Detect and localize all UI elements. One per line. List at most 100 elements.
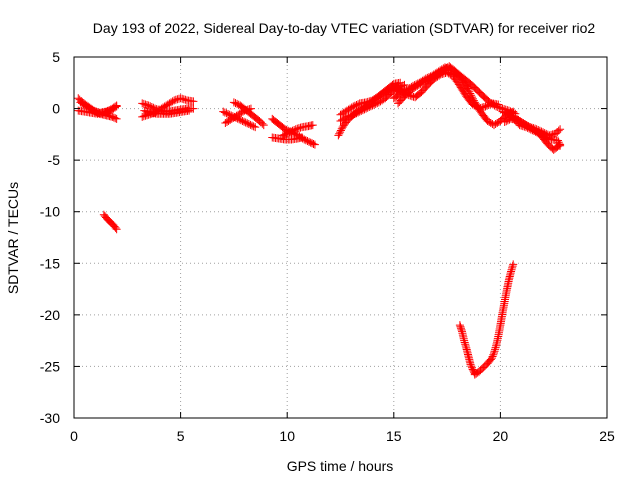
data-point-marker <box>82 102 91 111</box>
data-series-seg9b <box>470 260 518 379</box>
data-point-marker <box>248 121 257 130</box>
data-point-marker <box>460 338 469 347</box>
data-point-marker <box>300 135 309 144</box>
data-point-marker <box>365 103 374 112</box>
data-point-marker <box>525 124 534 133</box>
data-point-marker <box>387 88 396 97</box>
data-point-marker <box>229 98 238 107</box>
data-point-marker <box>160 102 169 111</box>
data-point-marker <box>446 70 455 79</box>
data-point-marker <box>461 342 470 351</box>
data-point-marker <box>221 119 230 128</box>
data-point-marker <box>234 110 243 119</box>
data-point-marker <box>141 111 150 120</box>
data-point-marker <box>224 116 233 125</box>
data-point-marker <box>219 107 228 116</box>
data-point-marker <box>537 131 546 140</box>
data-point-marker <box>484 100 493 109</box>
data-point-marker <box>533 128 542 137</box>
data-point-marker <box>181 95 190 104</box>
data-point-marker <box>461 340 470 349</box>
data-point-marker <box>92 107 101 116</box>
data-point-marker <box>354 108 363 117</box>
data-point-marker <box>111 114 120 123</box>
data-point-marker <box>290 125 299 134</box>
data-point-marker <box>479 103 488 112</box>
data-point-marker <box>406 86 415 95</box>
data-point-marker <box>79 100 88 109</box>
data-point-marker <box>227 114 236 123</box>
data-point-marker <box>395 86 404 95</box>
data-point-marker <box>246 120 255 129</box>
data-point-marker <box>366 102 375 111</box>
data-point-marker <box>355 107 364 116</box>
data-point-marker <box>303 137 312 146</box>
data-point-marker <box>491 343 500 352</box>
data-point-marker <box>490 121 499 130</box>
data-point-marker <box>146 102 155 111</box>
data-point-marker <box>503 109 512 118</box>
data-point-marker <box>185 106 194 115</box>
data-point-marker <box>259 121 268 130</box>
data-point-marker <box>335 129 344 138</box>
data-point-marker <box>503 116 512 125</box>
data-point-marker <box>536 130 545 139</box>
data-point-marker <box>401 89 410 98</box>
x-tick-label: 5 <box>177 428 185 444</box>
data-point-marker <box>90 107 99 116</box>
data-point-marker <box>391 83 400 92</box>
data-point-marker <box>436 70 445 79</box>
data-point-marker <box>406 91 415 100</box>
y-axis-ticks: 5 0 -5 -10 -15 -20 -25 -30 <box>40 49 607 426</box>
data-point-marker <box>444 69 453 78</box>
data-point-marker <box>403 90 412 99</box>
data-series-seg8c <box>509 113 565 150</box>
data-point-marker <box>336 116 345 125</box>
data-point-marker <box>544 134 553 143</box>
data-point-marker <box>179 95 188 104</box>
data-point-marker <box>296 123 305 132</box>
data-point-marker <box>515 121 524 130</box>
data-point-marker <box>548 130 557 139</box>
data-point-marker <box>411 82 420 91</box>
data-point-marker <box>466 360 475 369</box>
data-point-marker <box>337 124 346 133</box>
data-point-marker <box>236 116 245 125</box>
data-point-marker <box>140 106 149 115</box>
data-point-marker <box>291 125 300 134</box>
data-point-marker <box>529 127 538 136</box>
x-tick-label: 10 <box>279 428 295 444</box>
data-series-seg7c <box>391 68 503 113</box>
data-point-marker <box>238 116 247 125</box>
data-point-marker <box>408 84 417 93</box>
data-point-marker <box>105 106 114 115</box>
data-point-marker <box>488 352 497 361</box>
data-point-marker <box>342 112 351 121</box>
data-point-marker <box>357 106 366 115</box>
data-point-marker <box>471 102 480 111</box>
data-point-marker <box>360 105 369 114</box>
data-point-marker <box>443 68 452 77</box>
data-point-marker <box>171 95 180 104</box>
data-point-marker <box>189 104 198 113</box>
data-point-marker <box>404 91 413 100</box>
data-point-marker <box>84 103 93 112</box>
data-point-marker <box>231 99 240 108</box>
data-point-marker <box>430 74 439 83</box>
data-point-marker <box>139 99 148 108</box>
data-point-marker <box>478 103 487 112</box>
data-point-marker <box>346 104 355 113</box>
data-point-marker <box>498 107 507 116</box>
data-point-marker <box>483 116 492 125</box>
data-series-seg3c <box>140 106 194 118</box>
x-tick-label: 0 <box>70 428 78 444</box>
data-point-marker <box>226 115 235 124</box>
data-point-marker <box>167 98 176 107</box>
data-point-marker <box>489 350 498 359</box>
data-point-marker <box>112 225 121 234</box>
data-point-marker <box>229 113 238 122</box>
data-point-marker <box>249 122 258 131</box>
data-point-marker <box>107 219 116 228</box>
data-point-marker <box>76 98 85 107</box>
